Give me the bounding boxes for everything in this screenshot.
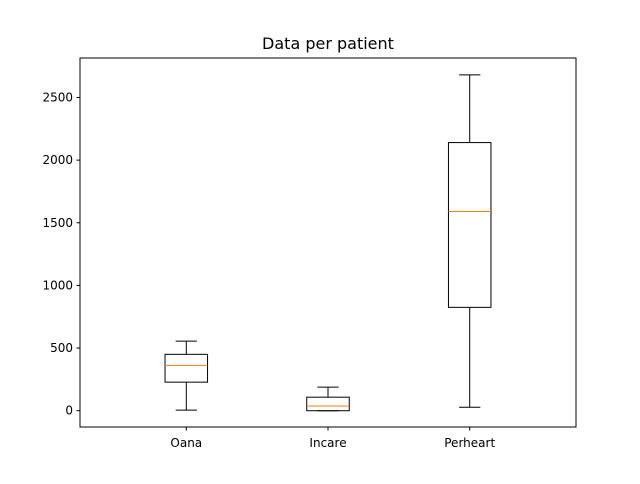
y-tick-label: 1500 — [42, 216, 73, 230]
box-iqr — [164, 353, 209, 383]
box-iqr — [447, 142, 492, 308]
chart-marks: 0 500 1000 1500 2000 2500 Oana Incare Perheart — [42, 74, 495, 450]
y-tick-label: 0 — [65, 404, 73, 418]
y-tick-label: 2000 — [42, 153, 73, 167]
x-tick-label: Oana — [170, 436, 202, 450]
x-tick-label: Perheart — [444, 436, 495, 450]
y-tick-label: 2500 — [42, 90, 73, 104]
y-tick-label: 1000 — [42, 278, 73, 292]
chart-title: Data per patient — [262, 34, 394, 53]
x-tick-label: Incare — [309, 436, 346, 450]
y-tick-label: 500 — [50, 341, 73, 355]
box-iqr — [306, 396, 350, 412]
plot-area-frame — [79, 57, 577, 428]
